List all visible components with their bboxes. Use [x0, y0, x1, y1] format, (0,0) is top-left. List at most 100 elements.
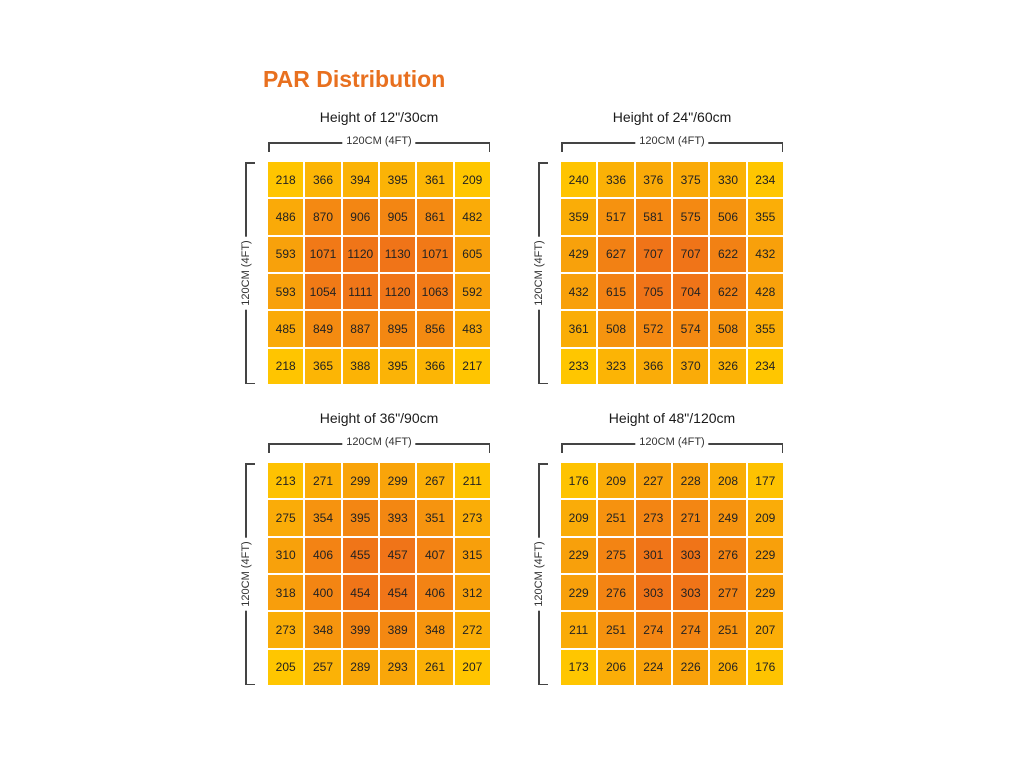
heatmap-cell: 605 — [454, 236, 490, 272]
heatmap-cell: 233 — [561, 348, 597, 384]
heatmap-cell: 593 — [268, 236, 304, 272]
heatmap-cell: 366 — [305, 162, 341, 198]
heatmap-cell: 277 — [710, 574, 746, 611]
heatmap-cell: 229 — [561, 574, 597, 611]
heatmap-cell: 312 — [454, 574, 490, 611]
depth-dimension: 120CM (4FT) — [239, 463, 255, 685]
heatmap-panel-48in: Height of 48"/120cm 120CM (4FT) 120CM (4… — [532, 410, 832, 710]
panel-title: Height of 48"/120cm — [608, 410, 736, 426]
heatmap-panel-24in: Height of 24"/60cm 120CM (4FT) 120CM (4F… — [532, 109, 832, 409]
heatmap-cell: 176 — [561, 463, 597, 499]
heatmap-cell: 388 — [342, 348, 378, 384]
heatmap-cell: 366 — [635, 348, 671, 384]
depth-dimension-label: 120CM (4FT) — [240, 537, 252, 611]
heatmap-cell: 224 — [635, 649, 671, 685]
heatmap-cell: 483 — [454, 311, 490, 347]
heatmap-cell: 205 — [268, 649, 304, 685]
heatmap-cell: 228 — [672, 463, 709, 499]
heatmap-cell: 206 — [598, 649, 634, 685]
heatmap-cell: 482 — [454, 199, 490, 235]
heatmap-cell: 592 — [454, 273, 490, 310]
heatmap-cell: 394 — [342, 162, 378, 198]
heatmap-cell: 229 — [747, 537, 783, 573]
heatmap-cell: 207 — [454, 649, 490, 685]
heatmap-cell: 454 — [379, 574, 416, 611]
heatmap-cell: 229 — [561, 537, 597, 573]
depth-dimension: 120CM (4FT) — [532, 162, 548, 384]
heatmap-cell: 251 — [710, 612, 746, 648]
heatmap-cell: 274 — [635, 612, 671, 648]
heatmap-cell: 273 — [635, 500, 671, 536]
heatmap-cell: 226 — [672, 649, 709, 685]
heatmap-cell: 393 — [379, 500, 416, 536]
heatmap-cell: 366 — [417, 348, 453, 384]
heatmap-cell: 707 — [635, 236, 671, 272]
width-dimension: 120CM (4FT) — [268, 436, 490, 453]
heatmap-cell: 887 — [342, 311, 378, 347]
heatmap-cell: 209 — [561, 500, 597, 536]
heatmap-cell: 251 — [598, 500, 634, 536]
width-dimension: 120CM (4FT) — [268, 135, 490, 152]
heatmap-cell: 508 — [598, 311, 634, 347]
heatmap-cell: 209 — [454, 162, 490, 198]
width-dimension-label: 120CM (4FT) — [342, 135, 416, 147]
heatmap-cell: 240 — [561, 162, 597, 198]
heatmap-cell: 351 — [417, 500, 453, 536]
heatmap-cell: 359 — [561, 199, 597, 235]
heatmap-cell: 849 — [305, 311, 341, 347]
heatmap-cell: 406 — [417, 574, 453, 611]
heatmap-cell: 485 — [268, 311, 304, 347]
heatmap-cell: 622 — [710, 273, 746, 310]
heatmap-cell: 856 — [417, 311, 453, 347]
heatmap-cell: 370 — [672, 348, 709, 384]
heatmap-cell: 705 — [635, 273, 671, 310]
heatmap-cell: 870 — [305, 199, 341, 235]
heatmap-cell: 1120 — [342, 236, 378, 272]
heatmap-cell: 315 — [454, 537, 490, 573]
panel-title: Height of 36"/90cm — [319, 410, 439, 426]
width-dimension-label: 120CM (4FT) — [635, 135, 709, 147]
heatmap-cell: 303 — [635, 574, 671, 611]
heatmap-cell: 375 — [672, 162, 709, 198]
heatmap-cell: 211 — [561, 612, 597, 648]
heatmap-cell: 707 — [672, 236, 709, 272]
heatmap-cell: 207 — [747, 612, 783, 648]
heatmap-cell: 572 — [635, 311, 671, 347]
heatmap-cell: 209 — [598, 463, 634, 499]
heatmap-cell: 355 — [747, 199, 783, 235]
heatmap-cell: 229 — [747, 574, 783, 611]
par-grid: 213 271 299 299 267 211 275 354 395 393 351 273 310 4… — [268, 463, 490, 685]
heatmap-cell: 299 — [342, 463, 378, 499]
heatmap-cell: 271 — [305, 463, 341, 499]
heatmap-cell: 428 — [747, 273, 783, 310]
heatmap-cell: 395 — [379, 162, 416, 198]
heatmap-cell: 355 — [747, 311, 783, 347]
heatmap-cell: 395 — [342, 500, 378, 536]
heatmap-cell: 615 — [598, 273, 634, 310]
width-dimension: 120CM (4FT) — [561, 135, 783, 152]
heatmap-cell: 704 — [672, 273, 709, 310]
par-grid: 240 336 376 375 330 234 359 517 581 575 506 355 429 6… — [561, 162, 783, 384]
heatmap-cell: 336 — [598, 162, 634, 198]
heatmap-cell: 348 — [305, 612, 341, 648]
heatmap-cell: 276 — [598, 574, 634, 611]
heatmap-cell: 303 — [672, 537, 709, 573]
heatmap-cell: 218 — [268, 348, 304, 384]
heatmap-panel-12in: Height of 12"/30cm 120CM (4FT) 120CM (4F… — [239, 109, 539, 409]
heatmap-cell: 173 — [561, 649, 597, 685]
heatmap-cell: 354 — [305, 500, 341, 536]
heatmap-cell: 389 — [379, 612, 416, 648]
heatmap-cell: 272 — [454, 612, 490, 648]
heatmap-cell: 293 — [379, 649, 416, 685]
par-grid: 218 366 394 395 361 209 486 870 906 905 861 482 593 1… — [268, 162, 490, 384]
depth-dimension-label: 120CM (4FT) — [240, 236, 252, 310]
heatmap-cell: 274 — [672, 612, 709, 648]
heatmap-cell: 318 — [268, 574, 304, 611]
heatmap-cell: 206 — [710, 649, 746, 685]
heatmap-cell: 176 — [747, 649, 783, 685]
heatmap-cell: 273 — [268, 612, 304, 648]
heatmap-cell: 895 — [379, 311, 416, 347]
heatmap-cell: 276 — [710, 537, 746, 573]
width-dimension: 120CM (4FT) — [561, 436, 783, 453]
panel-title: Height of 24"/60cm — [612, 109, 732, 125]
